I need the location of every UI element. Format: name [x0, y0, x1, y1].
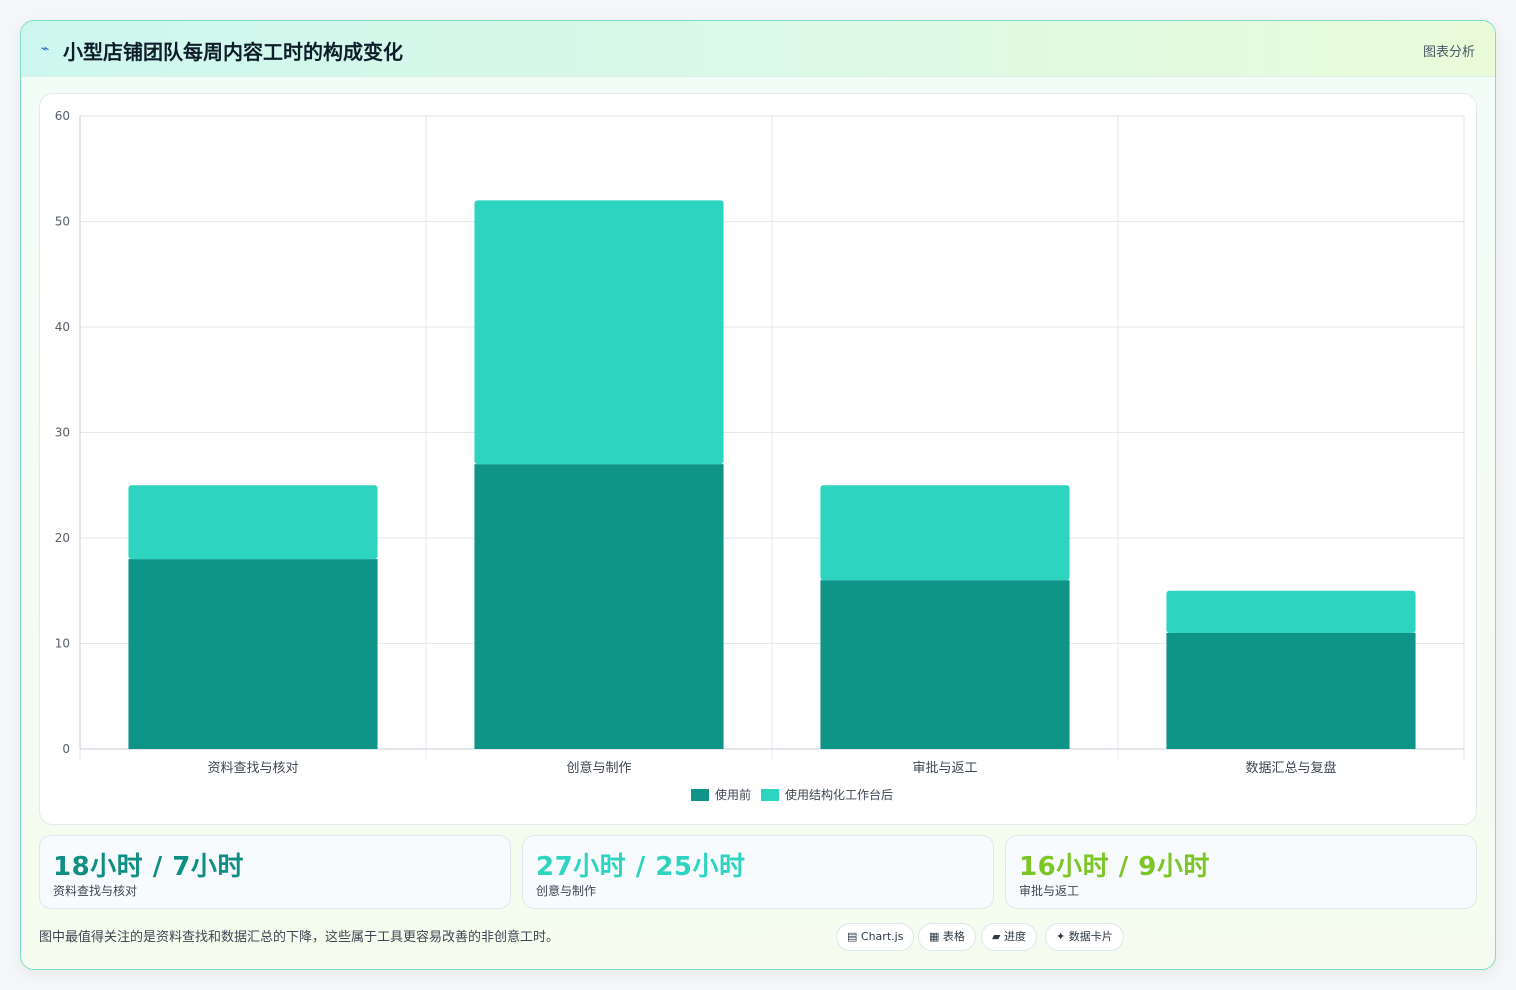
card-header: ⌁ 小型店铺团队每周内容工时的构成变化 图表分析 — [21, 21, 1495, 77]
chart-panel: 0 10 20 30 40 50 60 资料查找与核对 创意与制作 审批与返工 数据汇总与复盘使用前… — [39, 93, 1477, 825]
bar-before — [128, 559, 378, 749]
stat-value: 18小时 / 7小时 — [53, 852, 244, 882]
footnote: 图中最值得关注的是资料查找和数据汇总的下降，这些属于工具更容易改善的非创意工时。 — [39, 930, 560, 945]
bar-after — [1166, 590, 1416, 633]
stat-card-0: 18小时 / 7小时 资料查找与核对 — [39, 835, 511, 909]
bar-after — [820, 485, 1070, 581]
y-tick-label: 0 — [62, 742, 70, 756]
header-tag: 图表分析 — [1422, 45, 1475, 60]
pill-chartjs[interactable]: ▤ Chart.js — [836, 923, 915, 951]
legend-swatch — [761, 789, 779, 801]
chart-icon: ▤ — [847, 930, 858, 943]
chart-card: ⌁ 小型店铺团队每周内容工时的构成变化 图表分析 0 10 20 30 40 50 60 资料… — [20, 20, 1496, 970]
stat-card-1: 27小时 / 25小时 创意与制作 — [522, 835, 994, 909]
stat-value: 16小时 / 9小时 — [1019, 852, 1210, 882]
stat-label: 创意与制作 — [536, 884, 597, 898]
pill-table[interactable]: ▦ 表格 — [918, 923, 976, 951]
x-tick-label: 资料查找与核对 — [207, 761, 298, 776]
stat-card-2: 16小时 / 9小时 审批与返工 — [1005, 835, 1477, 909]
pill-label: 数据卡片 — [1068, 930, 1113, 943]
wave-icon: ⌁ — [41, 41, 50, 57]
stat-label: 资料查找与核对 — [53, 884, 138, 898]
y-tick-label: 10 — [55, 637, 70, 651]
legend-label: 使用结构化工作台后 — [785, 787, 893, 802]
bar-before — [1166, 632, 1416, 749]
stat-value: 27小时 / 25小时 — [536, 852, 746, 882]
bar-after — [474, 200, 724, 465]
stat-label: 审批与返工 — [1019, 884, 1080, 898]
pill-datacard[interactable]: ✦ 数据卡片 — [1045, 923, 1124, 951]
x-tick-label: 审批与返工 — [912, 761, 977, 776]
legend-swatch — [691, 789, 709, 801]
y-tick-label: 60 — [55, 109, 70, 123]
sparkle-icon: ✦ — [1056, 930, 1066, 943]
stacked-bar-chart: 0 10 20 30 40 50 60 资料查找与核对 创意与制作 审批与返工 数据汇总与复盘使用前… — [55, 109, 1465, 802]
x-tick-label: 创意与制作 — [566, 760, 631, 776]
bar-after — [128, 485, 378, 560]
bar-before — [474, 464, 724, 749]
y-tick-label: 30 — [55, 426, 70, 440]
y-tick-label: 50 — [55, 215, 70, 229]
pill-label: Chart.js — [860, 930, 904, 943]
bar-before — [820, 580, 1070, 749]
table-icon: ▦ — [929, 930, 940, 943]
progress-icon: ▰ — [992, 930, 1001, 943]
pill-label: 表格 — [942, 930, 965, 943]
y-tick-label: 40 — [55, 320, 70, 334]
pill-progress[interactable]: ▰ 进度 — [981, 923, 1037, 951]
pill-label: 进度 — [1003, 930, 1026, 943]
legend-label: 使用前 — [715, 787, 751, 802]
x-tick-label: 数据汇总与复盘 — [1245, 760, 1336, 776]
y-tick-label: 20 — [55, 531, 70, 545]
page-title: 小型店铺团队每周内容工时的构成变化 — [63, 40, 403, 64]
